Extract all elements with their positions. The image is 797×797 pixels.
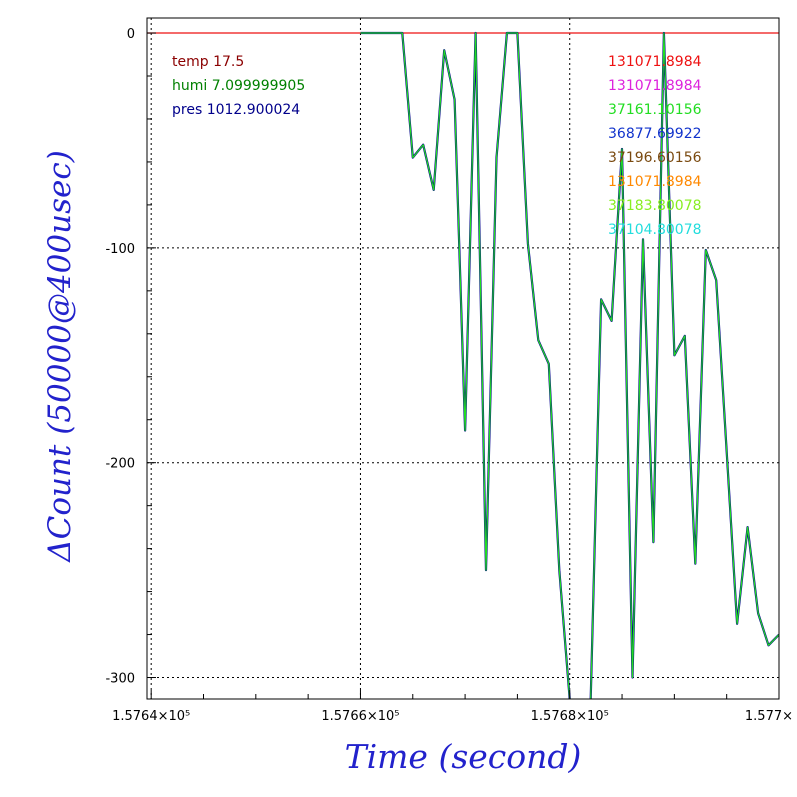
legend-right-entry: 37196.60156 [608, 150, 702, 166]
plot-frame [146, 17, 780, 700]
x-tick-label: 1.577× [745, 709, 793, 724]
axis-ticks: 1.5764×10⁵ 1.5766×10⁵ 1.5768×10⁵ 1.577× 0 -10… [105, 27, 793, 724]
plot-area [147, 31, 779, 699]
legend-right-entry: 37104.80078 [608, 222, 702, 238]
series-line-3 [360, 32, 779, 699]
legend-right-entry: 37183.80078 [608, 198, 702, 214]
legend-right-entry: 37161.10156 [608, 102, 702, 118]
x-axis-title: Time (second) [345, 737, 582, 776]
x-tick-label: 1.5768×10⁵ [531, 709, 609, 724]
legend-left-entry: pres 1012.900024 [172, 102, 300, 118]
x-tick-label: 1.5766×10⁵ [321, 709, 399, 724]
x-tick-label: 1.5764×10⁵ [112, 709, 190, 724]
legend-left-entry: humi 7.099999905 [172, 78, 305, 94]
legend-left: temp 17.5 humi 7.099999905 pres 1012.90002… [172, 54, 305, 118]
legend-right-entry: 131071.8984 [608, 54, 702, 70]
legend-right-entry: 131071.8984 [608, 174, 702, 190]
legend-right: 131071.8984 131071.8984 37161.10156 36877.6… [608, 54, 702, 238]
y-tick-label: -200 [105, 457, 135, 472]
y-tick-label: -100 [105, 242, 135, 257]
y-tick-label: 0 [127, 27, 135, 42]
y-tick-label: -300 [105, 672, 135, 687]
legend-left-entry: temp 17.5 [172, 54, 244, 70]
legend-right-entry: 131071.8984 [608, 78, 702, 94]
legend-right-entry: 36877.69922 [608, 126, 702, 142]
y-axis-title: ΔCount (50000@400usec) [42, 150, 78, 563]
